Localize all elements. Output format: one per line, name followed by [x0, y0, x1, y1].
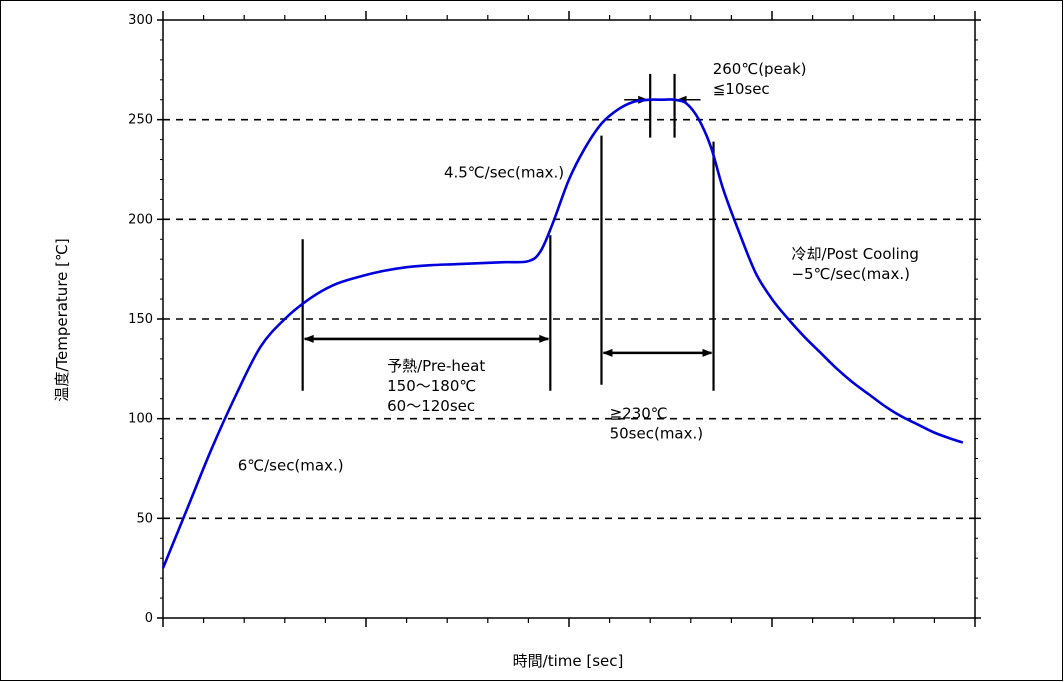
y-tick-label: 50 — [136, 511, 153, 526]
annotations: 260℃(peak) ≦10sec 4.5℃/sec(max.) 予熱/Pre-hea… — [238, 60, 919, 475]
span-arrow-head-left — [303, 334, 314, 343]
annotation-preheat-line-3: 60～120sec — [387, 397, 475, 415]
y-tick-label: 100 — [128, 412, 153, 427]
x-axis-title: 時間/time [sec] — [513, 652, 624, 670]
annotation-reflow-line-1: ≧230℃ — [610, 405, 668, 423]
span-arrow-head-right — [539, 334, 550, 343]
grid-lines — [163, 118, 975, 520]
y-tick-label: 300 — [128, 13, 153, 28]
annotation-reflow-line-2: 50sec(max.) — [610, 425, 704, 443]
y-tick-label: 200 — [128, 212, 153, 227]
y-tick-label: 0 — [145, 611, 153, 626]
annotation-preheat-line-2: 150～180℃ — [387, 377, 476, 395]
annotation-cooling-line-1: 冷却/Post Cooling — [791, 245, 918, 263]
axes: 0 50 100 150 200 250 300 — [128, 11, 981, 627]
annotation-cooling-line-2: −5℃/sec(max.) — [791, 265, 909, 283]
annotation-ramp-up-line-1: 4.5℃/sec(max.) — [444, 163, 564, 181]
y-axis-title: 温度/Temperature [℃] — [53, 238, 71, 401]
span-arrow-head-right — [702, 348, 713, 357]
temperature-profile-line-0 — [161, 98, 964, 569]
annotation-peak-line-1: 260℃(peak) — [713, 60, 807, 78]
y-tick-label: 150 — [128, 312, 153, 327]
y-tick-label: 250 — [128, 113, 153, 128]
series-layer — [161, 98, 964, 569]
annotation-initial-ramp-line-1: 6℃/sec(max.) — [238, 456, 344, 474]
annotation-preheat-line-1: 予熱/Pre-heat — [387, 357, 485, 375]
annotation-peak-line-2: ≦10sec — [713, 80, 770, 98]
span-arrow-head-left — [602, 348, 613, 357]
